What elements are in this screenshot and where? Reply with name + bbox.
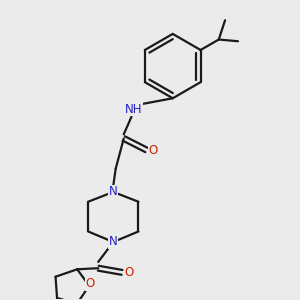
Text: N: N xyxy=(109,185,118,199)
Text: NH: NH xyxy=(124,103,142,116)
Text: O: O xyxy=(85,278,94,290)
Text: O: O xyxy=(124,266,134,279)
Text: N: N xyxy=(109,236,118,248)
Text: O: O xyxy=(149,143,158,157)
